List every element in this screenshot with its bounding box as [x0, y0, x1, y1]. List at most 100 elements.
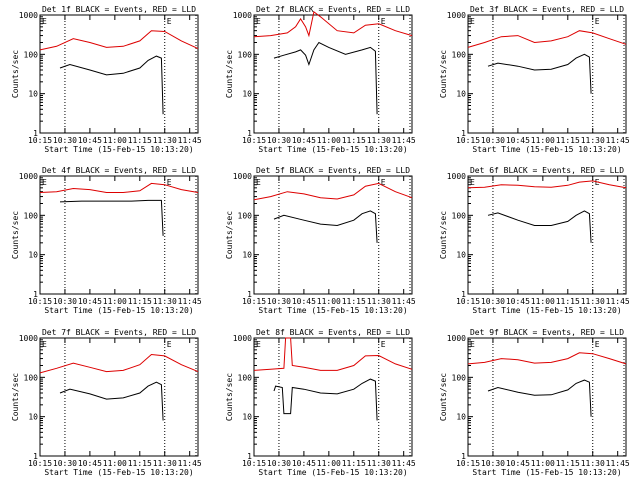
event-marker-label: E [595, 178, 600, 187]
y-tick-label: 1 [461, 129, 466, 138]
x-axis-title: Start Time (15-Feb-15 10:13:20) [472, 145, 621, 154]
x-tick-label: 11:45 [606, 297, 630, 306]
x-tick-label: 11:15 [342, 459, 366, 468]
panel: Det 1f BLACK = Events, RED = LLD 1 10 100 10… [11, 5, 202, 154]
panel-title: Det 3f BLACK = Events, RED = LLD [470, 5, 624, 14]
x-tick-label: 11:45 [392, 459, 416, 468]
x-tick-label: 11:00 [531, 136, 555, 145]
lld-series-line [253, 11, 413, 38]
lld-series-line [253, 182, 413, 201]
y-tick-label: 100 [238, 373, 253, 382]
plot-frame [39, 175, 199, 295]
lld-series-line [39, 182, 199, 193]
event-marker-label: E [595, 340, 600, 349]
y-axis-title: Counts/sec [439, 211, 448, 259]
y-tick-label: 100 [24, 373, 39, 382]
x-tick-label: 11:15 [556, 297, 580, 306]
x-tick-label: 11:15 [342, 136, 366, 145]
panel-title: Det 1f BLACK = Events, RED = LLD [42, 5, 196, 14]
panel: Det 5f BLACK = Events, RED = LLD 1 10 100 10… [225, 166, 416, 315]
x-axis-title: Start Time (15-Feb-15 10:13:20) [258, 306, 407, 315]
lld-series-line [467, 352, 627, 365]
y-tick-label: 10 [456, 413, 466, 422]
x-tick-label: 11:30 [581, 297, 605, 306]
x-tick-label: 11:00 [103, 459, 127, 468]
x-tick-label: 11:45 [392, 297, 416, 306]
panel: Det 3f BLACK = Events, RED = LLD 1 10 100 10… [439, 5, 630, 154]
panel-title: Det 6f BLACK = Events, RED = LLD [470, 166, 624, 175]
x-axis-title: Start Time (15-Feb-15 10:13:20) [44, 145, 193, 154]
y-tick-label: 10 [28, 251, 38, 260]
x-tick-label: 11:00 [317, 297, 341, 306]
x-tick-label: 11:30 [153, 136, 177, 145]
x-tick-label: 10:15 [242, 459, 266, 468]
y-tick-label: 10 [28, 90, 38, 99]
panel-title: Det 7f BLACK = Events, RED = LLD [42, 328, 196, 337]
y-tick-label: 1 [461, 452, 466, 461]
x-tick-label: 11:30 [367, 459, 391, 468]
y-tick-label: 1000 [447, 172, 466, 181]
y-tick-label: 10 [28, 413, 38, 422]
y-tick-label: 1 [33, 452, 38, 461]
x-tick-label: 11:15 [128, 136, 152, 145]
events-series-line [487, 53, 592, 94]
y-tick-label: 100 [452, 50, 467, 59]
x-tick-label: 10:15 [242, 297, 266, 306]
panel: Det 7f BLACK = Events, RED = LLD 1 10 100 10… [11, 328, 202, 477]
x-tick-label: 10:30 [267, 459, 291, 468]
y-tick-label: 1000 [447, 334, 466, 343]
panel: Det 8f BLACK = Events, RED = LLD 1 10 100 10… [225, 328, 416, 477]
x-tick-label: 11:45 [178, 459, 202, 468]
x-tick-label: 10:30 [267, 136, 291, 145]
x-tick-label: 11:30 [581, 459, 605, 468]
x-axis-title: Start Time (15-Feb-15 10:13:20) [258, 468, 407, 477]
x-tick-label: 11:30 [367, 297, 391, 306]
x-tick-label: 10:45 [292, 459, 316, 468]
y-tick-label: 100 [24, 50, 39, 59]
event-marker-label: E [381, 178, 386, 187]
x-tick-label: 11:15 [556, 136, 580, 145]
x-tick-label: 10:15 [456, 459, 480, 468]
x-tick-label: 10:15 [28, 459, 52, 468]
x-axis-title: Start Time (15-Feb-15 10:13:20) [44, 306, 193, 315]
event-marker-label: E [256, 178, 261, 187]
x-tick-label: 10:30 [481, 459, 505, 468]
panel-title: Det 4f BLACK = Events, RED = LLD [42, 166, 196, 175]
event-marker-label: E [256, 17, 261, 26]
events-series-line [487, 210, 592, 243]
x-tick-label: 10:45 [506, 136, 530, 145]
event-marker-label: E [167, 340, 172, 349]
x-tick-label: 11:45 [606, 459, 630, 468]
y-axis-title: Counts/sec [11, 50, 20, 98]
y-tick-label: 1 [247, 290, 252, 299]
x-axis-title: Start Time (15-Feb-15 10:13:20) [472, 306, 621, 315]
x-tick-label: 11:45 [178, 136, 202, 145]
x-tick-label: 10:45 [78, 459, 102, 468]
event-marker-label: E [595, 17, 600, 26]
event-marker-label: E [470, 340, 475, 349]
x-tick-label: 10:15 [242, 136, 266, 145]
y-tick-label: 1 [247, 129, 252, 138]
plot-frame [39, 14, 199, 134]
x-tick-label: 10:45 [506, 297, 530, 306]
y-axis-title: Counts/sec [225, 211, 234, 259]
x-tick-label: 11:15 [128, 459, 152, 468]
x-tick-label: 11:30 [367, 136, 391, 145]
panel-title: Det 5f BLACK = Events, RED = LLD [256, 166, 410, 175]
event-marker-label: E [381, 340, 386, 349]
y-axis-title: Counts/sec [439, 50, 448, 98]
x-tick-label: 11:00 [531, 459, 555, 468]
lld-series-line [253, 337, 413, 371]
y-tick-label: 1000 [19, 172, 38, 181]
x-tick-label: 10:30 [53, 459, 77, 468]
y-tick-label: 10 [242, 413, 252, 422]
events-series-line [273, 378, 378, 421]
x-tick-label: 10:15 [28, 136, 52, 145]
panel-title: Det 8f BLACK = Events, RED = LLD [256, 328, 410, 337]
y-tick-label: 1000 [233, 11, 252, 20]
x-tick-label: 10:30 [481, 297, 505, 306]
y-tick-label: 10 [456, 251, 466, 260]
plot-frame [467, 337, 627, 457]
x-tick-label: 10:30 [267, 297, 291, 306]
y-tick-label: 1 [461, 290, 466, 299]
